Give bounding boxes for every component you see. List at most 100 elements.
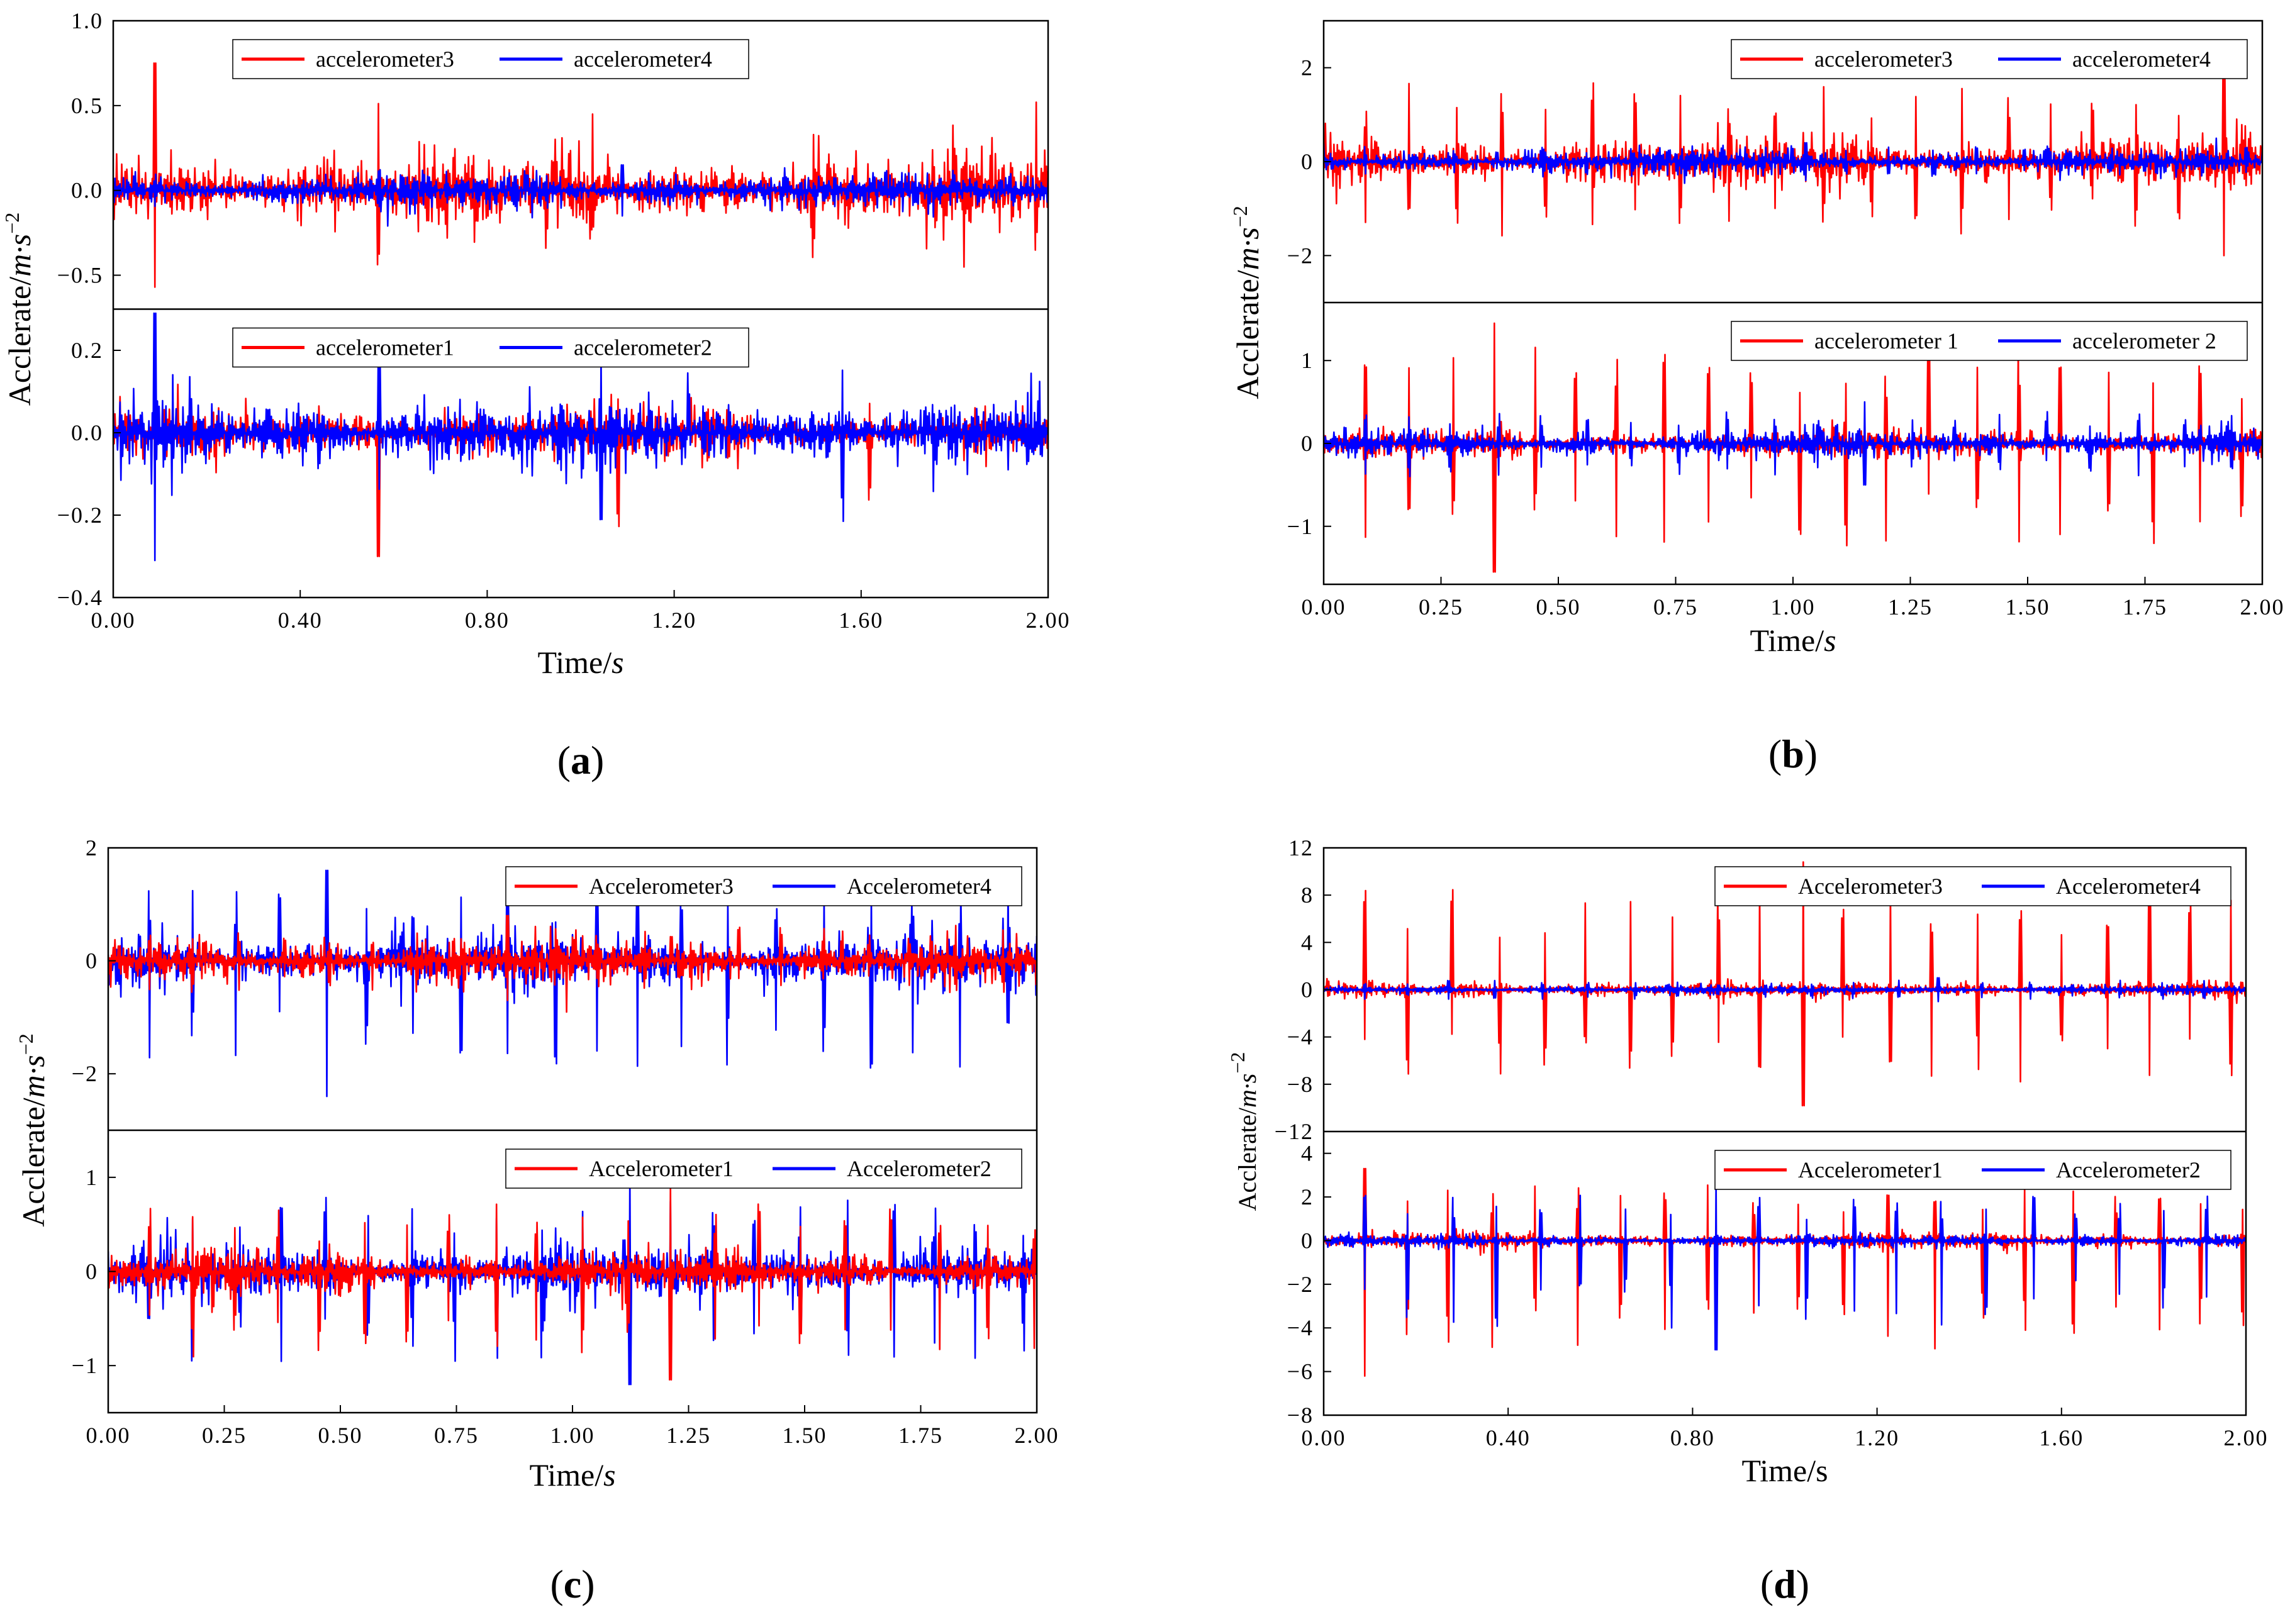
panel-bottom: −1 0 1 accelerometer 1 accelerometer 2 <box>1287 321 2262 573</box>
y-tick-label: 12 <box>1288 835 1314 860</box>
y-tick-label: 0 <box>86 948 98 974</box>
legend-label: Accelerometer3 <box>1798 874 1943 899</box>
y-tick-label: −0.2 <box>57 503 103 528</box>
y-axis-label: Acclerate/m·s−2 <box>14 1033 51 1227</box>
legend-label: accelerometer4 <box>574 47 712 72</box>
legend-label: Accelerometer1 <box>589 1156 734 1181</box>
x-tick-label: 2.00 <box>1026 608 1071 633</box>
legend-box <box>232 39 749 79</box>
y-tick-label: −6 <box>1287 1359 1314 1384</box>
legend-label: accelerometer3 <box>316 47 454 72</box>
y-axis-label: Acclerate/m·s−2 <box>1229 206 1265 399</box>
y-tick-label: −0.4 <box>57 585 103 610</box>
x-tick-label: 1.00 <box>550 1423 595 1448</box>
figure-caption: (b) <box>1768 731 1818 776</box>
panel-top: −12 −8 −4 0 4 8 12 Accelerometer3 Accelerometer4 <box>1275 835 2246 1144</box>
signals <box>1324 62 2262 257</box>
x-tick-label: 0.25 <box>1419 594 1463 620</box>
x-tick-label: 2.00 <box>2224 1425 2269 1450</box>
y-tick-label: 0 <box>1301 1228 1314 1253</box>
legend-label: Accelerometer2 <box>2056 1157 2201 1182</box>
x-tick-label: 0.00 <box>91 608 136 633</box>
series-line-accelerometer-2 <box>1324 401 2262 486</box>
x-tick-label: 1.20 <box>652 608 696 633</box>
legend-label: accelerometer2 <box>574 335 712 360</box>
x-tick-label: 0.00 <box>1302 594 1346 620</box>
x-tick-label: 1.25 <box>1888 594 1933 620</box>
legend-label: Accelerometer1 <box>1798 1157 1943 1182</box>
x-tick-label: 0.50 <box>1536 594 1581 620</box>
figure-b: −2 0 2 accelerometer3 accelerometer4 −1 0 1 acce… <box>1229 19 2284 776</box>
x-tick-label: 1.25 <box>666 1423 711 1448</box>
x-tick-label: 1.60 <box>839 608 883 633</box>
legend-label: Accelerometer4 <box>847 874 991 899</box>
legend: Accelerometer1 Accelerometer2 <box>1714 1150 2231 1190</box>
y-tick-label: 0.2 <box>71 338 103 363</box>
legend-box <box>232 327 749 368</box>
legend-box <box>505 1148 1022 1189</box>
x-tick-label: 1.60 <box>2039 1425 2084 1450</box>
series-line-accelerometer3 <box>108 915 1037 1013</box>
x-tick-label: 2.00 <box>1015 1423 1059 1448</box>
y-tick-label: 0 <box>1301 977 1314 1003</box>
y-tick-label: 2 <box>1301 55 1314 81</box>
legend-label: Accelerometer2 <box>847 1156 991 1181</box>
x-tick-label: 1.20 <box>1855 1425 1899 1450</box>
signals <box>1324 1167 2246 1377</box>
x-tick-label: 0.75 <box>1653 594 1698 620</box>
legend: Accelerometer1 Accelerometer2 <box>505 1148 1022 1189</box>
y-tick-label: −8 <box>1287 1403 1314 1428</box>
figure-caption: (c) <box>550 1562 595 1606</box>
y-tick-label: −0.5 <box>57 263 103 288</box>
series-line-accelerometer2 <box>1324 1183 2246 1351</box>
figure-caption: (a) <box>557 738 605 782</box>
panel-bottom: −1 0 1 Accelerometer1 Accelerometer2 <box>72 1148 1037 1386</box>
x-tick-label: 1.75 <box>898 1423 943 1448</box>
panel-top: −2 0 2 accelerometer3 accelerometer4 <box>1287 39 2262 268</box>
signals <box>1324 322 2262 573</box>
x-axis-label: Time/s <box>537 645 623 680</box>
x-tick-label: 1.00 <box>1771 594 1816 620</box>
figure-d: −12 −8 −4 0 4 8 12 Accelerometer3 Accelerometer4… <box>1226 835 2269 1606</box>
y-tick-label: 8 <box>1301 882 1314 908</box>
legend: Accelerometer3 Accelerometer4 <box>505 866 1022 906</box>
x-tick-label: 0.40 <box>1486 1425 1531 1450</box>
legend-label: Accelerometer4 <box>2056 874 2201 899</box>
legend-box <box>1714 866 2231 906</box>
y-tick-label: 2 <box>1301 1184 1314 1210</box>
y-tick-label: −1 <box>72 1353 98 1378</box>
legend-label: Accelerometer3 <box>589 874 734 899</box>
series-line-accelerometer4 <box>1324 137 2262 184</box>
legend: Accelerometer3 Accelerometer4 <box>1714 866 2231 906</box>
y-tick-label: −4 <box>1287 1025 1314 1050</box>
y-axis-label: Acclerate/m·s−2 <box>1 213 37 406</box>
x-tick-label: 0.40 <box>278 608 323 633</box>
legend: accelerometer3 accelerometer4 <box>232 39 749 79</box>
legend-label: accelerometer 2 <box>2072 328 2216 353</box>
y-tick-label: −4 <box>1287 1315 1314 1340</box>
signals <box>113 62 1048 288</box>
panel-bottom: −0.4 −0.2 0.0 0.2 accelerometer1 acceleromete… <box>57 312 1048 610</box>
legend-label: accelerometer3 <box>1814 47 1953 72</box>
y-tick-label: −2 <box>72 1061 98 1086</box>
y-tick-label: −1 <box>1287 514 1314 539</box>
legend-label: accelerometer 1 <box>1814 328 1958 353</box>
y-tick-label: 1 <box>1301 348 1314 373</box>
y-tick-label: 4 <box>1301 930 1314 955</box>
y-tick-label: 0.0 <box>71 178 103 203</box>
x-tick-label: 0.80 <box>465 608 510 633</box>
y-tick-label: 0 <box>1301 431 1314 456</box>
y-tick-label: 0.0 <box>71 420 103 445</box>
legend-label: accelerometer1 <box>316 335 454 360</box>
x-tick-label: 1.50 <box>783 1423 827 1448</box>
legend-label: accelerometer4 <box>2072 47 2211 72</box>
y-tick-label: −8 <box>1287 1072 1314 1097</box>
y-tick-label: 1 <box>86 1165 98 1190</box>
x-tick-label: 0.50 <box>318 1423 363 1448</box>
y-tick-label: 2 <box>86 835 98 860</box>
x-axis-label: Time/s <box>1741 1453 1828 1488</box>
y-tick-label: −2 <box>1287 1272 1314 1297</box>
legend-box <box>1714 1150 2231 1190</box>
